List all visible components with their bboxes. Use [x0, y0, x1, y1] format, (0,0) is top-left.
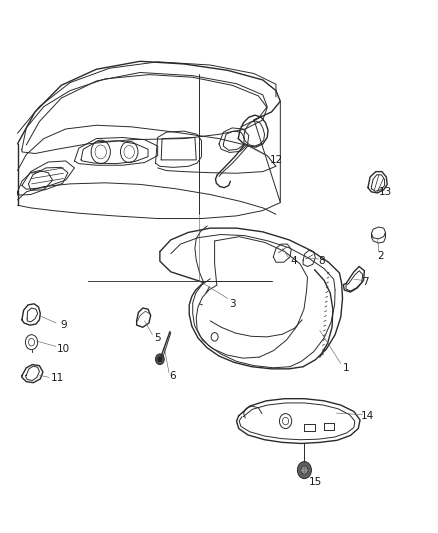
- Text: 10: 10: [57, 344, 70, 354]
- Text: 4: 4: [290, 256, 297, 266]
- Text: 13: 13: [379, 187, 392, 197]
- Text: 5: 5: [154, 334, 161, 343]
- Circle shape: [297, 462, 311, 479]
- Text: 3: 3: [229, 299, 236, 309]
- Circle shape: [158, 357, 162, 362]
- Text: 8: 8: [318, 256, 325, 266]
- Circle shape: [155, 354, 164, 365]
- Text: 2: 2: [378, 251, 385, 261]
- Text: 6: 6: [170, 371, 177, 381]
- Text: 15: 15: [309, 478, 322, 487]
- Text: 11: 11: [50, 374, 64, 383]
- Circle shape: [301, 466, 308, 474]
- Text: 1: 1: [343, 363, 350, 373]
- Text: 9: 9: [60, 320, 67, 330]
- Text: 7: 7: [362, 278, 369, 287]
- Text: 12: 12: [269, 155, 283, 165]
- Text: 14: 14: [361, 411, 374, 421]
